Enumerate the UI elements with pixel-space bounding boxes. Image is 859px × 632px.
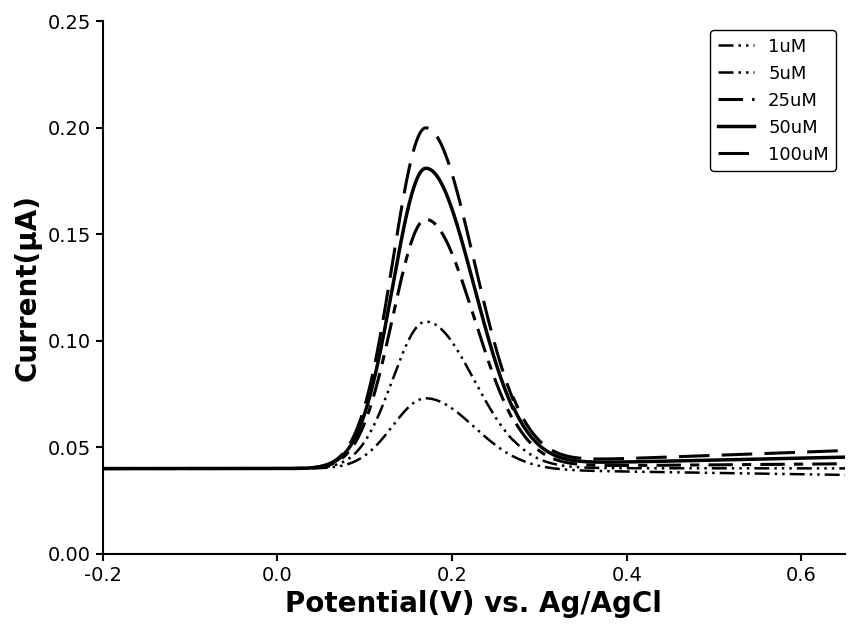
25uM xyxy=(682,461,692,469)
25uM xyxy=(439,233,449,241)
100uM xyxy=(840,447,850,454)
100uM xyxy=(819,447,829,455)
100uM xyxy=(136,465,146,472)
100uM xyxy=(819,447,829,455)
50uM xyxy=(439,186,449,193)
5uM xyxy=(819,465,829,472)
Y-axis label: Current(μA): Current(μA) xyxy=(14,194,42,381)
X-axis label: Potential(V) vs. Ag/AgCl: Potential(V) vs. Ag/AgCl xyxy=(285,590,662,618)
Line: 100uM: 100uM xyxy=(102,128,845,468)
50uM xyxy=(819,454,829,461)
Line: 5uM: 5uM xyxy=(102,322,845,468)
1uM xyxy=(136,465,146,472)
Line: 25uM: 25uM xyxy=(102,219,845,468)
5uM xyxy=(840,465,850,472)
5uM xyxy=(439,329,449,336)
100uM xyxy=(439,148,449,155)
1uM xyxy=(819,471,829,478)
1uM xyxy=(819,471,829,478)
100uM xyxy=(421,124,431,131)
Line: 1uM: 1uM xyxy=(102,398,845,475)
25uM xyxy=(819,460,829,468)
25uM xyxy=(840,460,850,468)
5uM xyxy=(819,465,829,472)
Line: 50uM: 50uM xyxy=(102,168,845,468)
25uM xyxy=(136,465,146,472)
5uM xyxy=(682,465,692,472)
50uM xyxy=(459,245,469,253)
1uM xyxy=(682,469,692,477)
100uM xyxy=(97,465,107,472)
50uM xyxy=(421,164,431,172)
1uM xyxy=(421,394,431,402)
5uM xyxy=(459,358,469,365)
1uM xyxy=(840,471,850,478)
25uM xyxy=(421,216,431,223)
5uM xyxy=(97,465,107,472)
1uM xyxy=(439,400,449,408)
1uM xyxy=(97,465,107,472)
Legend: 1uM, 5uM, 25uM, 50uM, 100uM: 1uM, 5uM, 25uM, 50uM, 100uM xyxy=(710,30,836,171)
50uM xyxy=(819,454,829,461)
25uM xyxy=(97,465,107,472)
25uM xyxy=(819,460,829,468)
50uM xyxy=(97,465,107,472)
5uM xyxy=(421,318,431,325)
50uM xyxy=(840,453,850,461)
1uM xyxy=(459,414,469,422)
50uM xyxy=(682,457,692,465)
25uM xyxy=(459,283,469,290)
100uM xyxy=(459,215,469,222)
50uM xyxy=(136,465,146,472)
100uM xyxy=(682,453,692,460)
5uM xyxy=(136,465,146,472)
